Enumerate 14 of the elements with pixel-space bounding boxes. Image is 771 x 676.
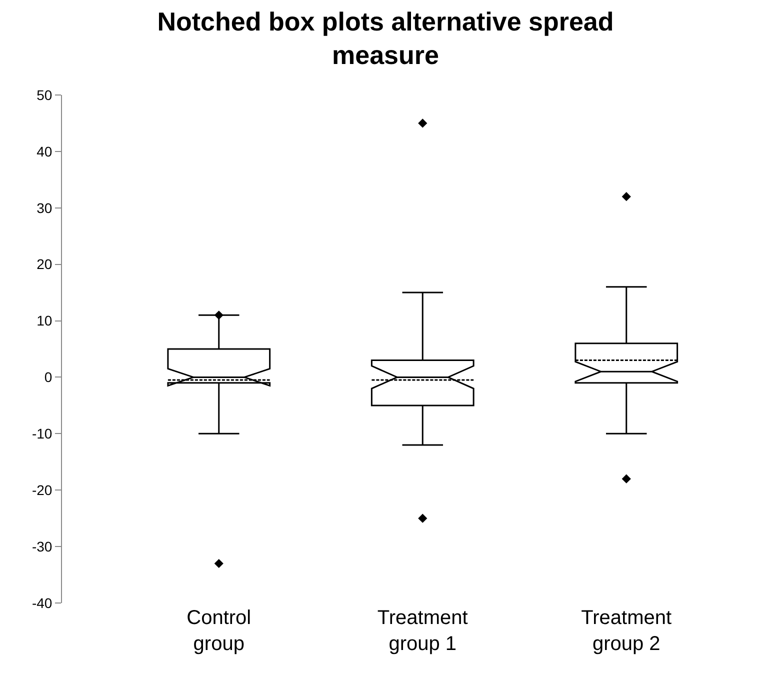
chart-title: Notched box plots alternative spread measure bbox=[157, 6, 614, 70]
y-tick-label: 50 bbox=[36, 86, 52, 103]
x-tick-label: Treatment group 1 bbox=[377, 607, 468, 655]
y-tick-label: -10 bbox=[32, 426, 52, 442]
x-tick-label: Treatment group 2 bbox=[581, 607, 672, 655]
y-tick-label: -40 bbox=[32, 594, 52, 611]
y-tick-label: 0 bbox=[44, 369, 52, 386]
y-tick-label: 10 bbox=[36, 312, 52, 329]
y-tick-label: -20 bbox=[32, 482, 52, 498]
y-tick-label: -30 bbox=[32, 538, 52, 554]
x-tick-label: Control group bbox=[186, 607, 252, 655]
y-tick-label: 20 bbox=[36, 256, 52, 272]
y-tick-label: 40 bbox=[36, 143, 52, 160]
y-tick-label: 30 bbox=[36, 200, 52, 216]
